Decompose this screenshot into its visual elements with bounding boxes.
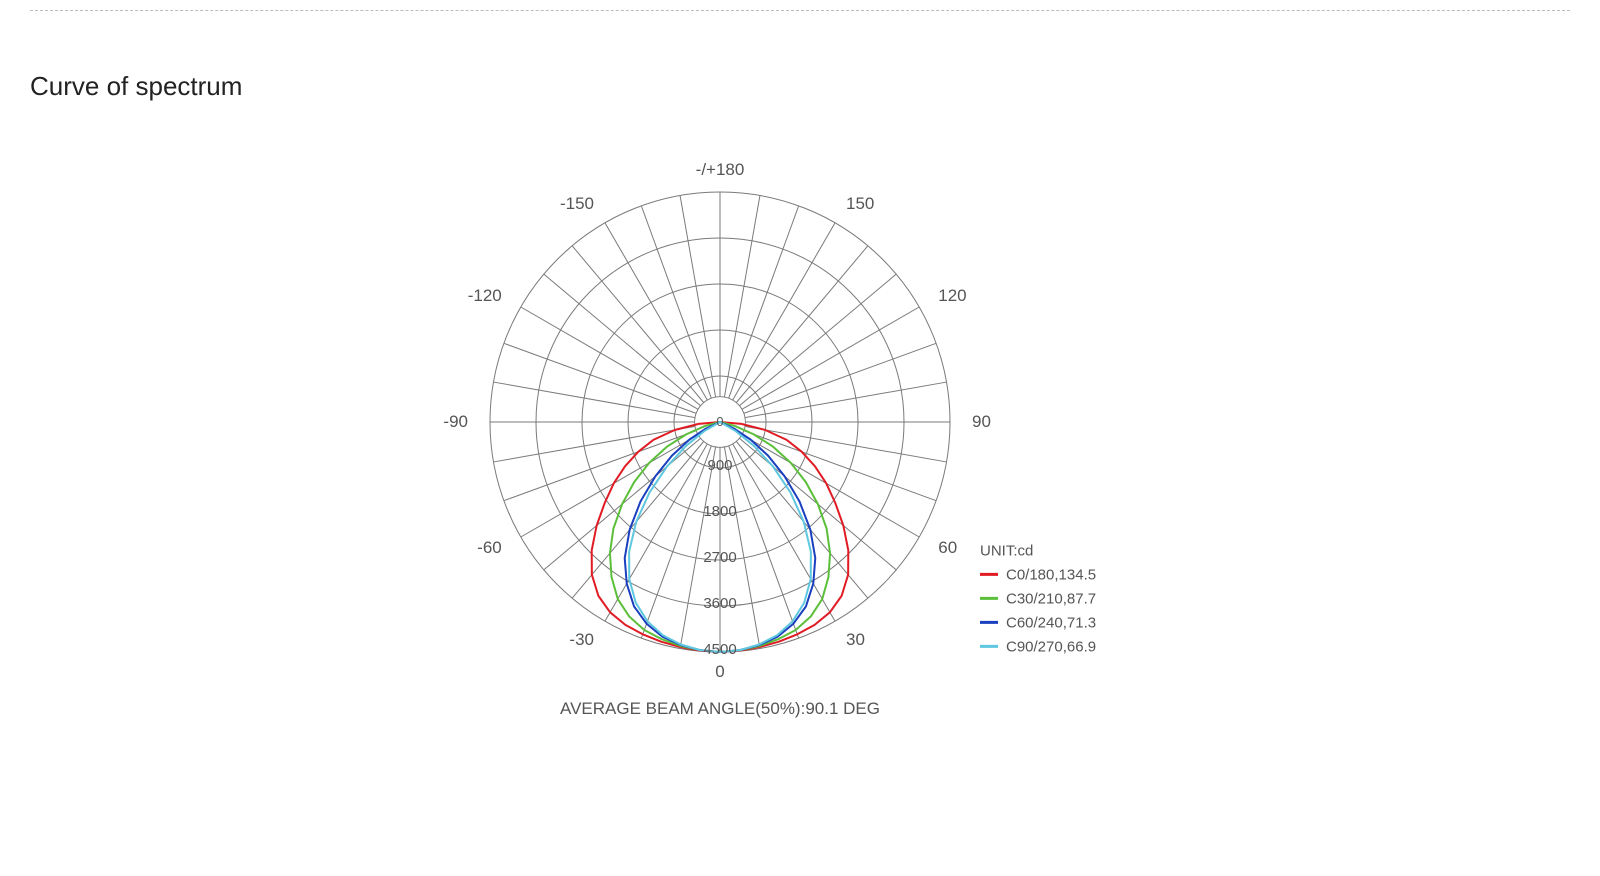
polar-chart: 09001800270036004500-/+180-150150-120120… [410,132,1190,752]
grid-spoke [680,195,716,397]
grid-spoke [724,447,760,649]
section-divider [30,10,1570,11]
grid-spoke [724,195,760,397]
section-title: Curve of spectrum [30,71,1600,102]
angle-label: 0 [715,662,724,681]
angle-label: 150 [846,194,874,213]
chart-footer: AVERAGE BEAM ANGLE(50%):90.1 DEG [560,699,880,718]
grid-spoke [745,382,947,418]
center-zero-label: 0 [716,414,723,429]
ring-label: 1800 [703,503,736,520]
ring-label: 3600 [703,595,736,612]
angle-label: -120 [468,286,502,305]
grid-spoke [493,382,695,418]
legend-label: C60/240,71.3 [1006,614,1096,631]
ring-label: 900 [707,457,732,474]
legend-unit: UNIT:cd [980,542,1033,559]
ring-label: 4500 [703,641,736,658]
angle-label: 60 [938,538,957,557]
grid-spoke [680,447,716,649]
angle-label: -150 [560,194,594,213]
angle-label: -/+180 [696,160,745,179]
angle-label: -90 [443,412,468,431]
legend-label: C0/180,134.5 [1006,566,1096,583]
angle-label: 120 [938,286,966,305]
angle-label: -60 [477,538,502,557]
polar-chart-container: 09001800270036004500-/+180-150150-120120… [0,132,1600,752]
angle-label: 30 [846,630,865,649]
grid-spoke [745,426,947,462]
legend-label: C30/210,87.7 [1006,590,1096,607]
angle-label: 90 [972,412,991,431]
legend-label: C90/270,66.9 [1006,638,1096,655]
grid-spoke [493,426,695,462]
ring-label: 2700 [703,549,736,566]
angle-label: -30 [569,630,594,649]
